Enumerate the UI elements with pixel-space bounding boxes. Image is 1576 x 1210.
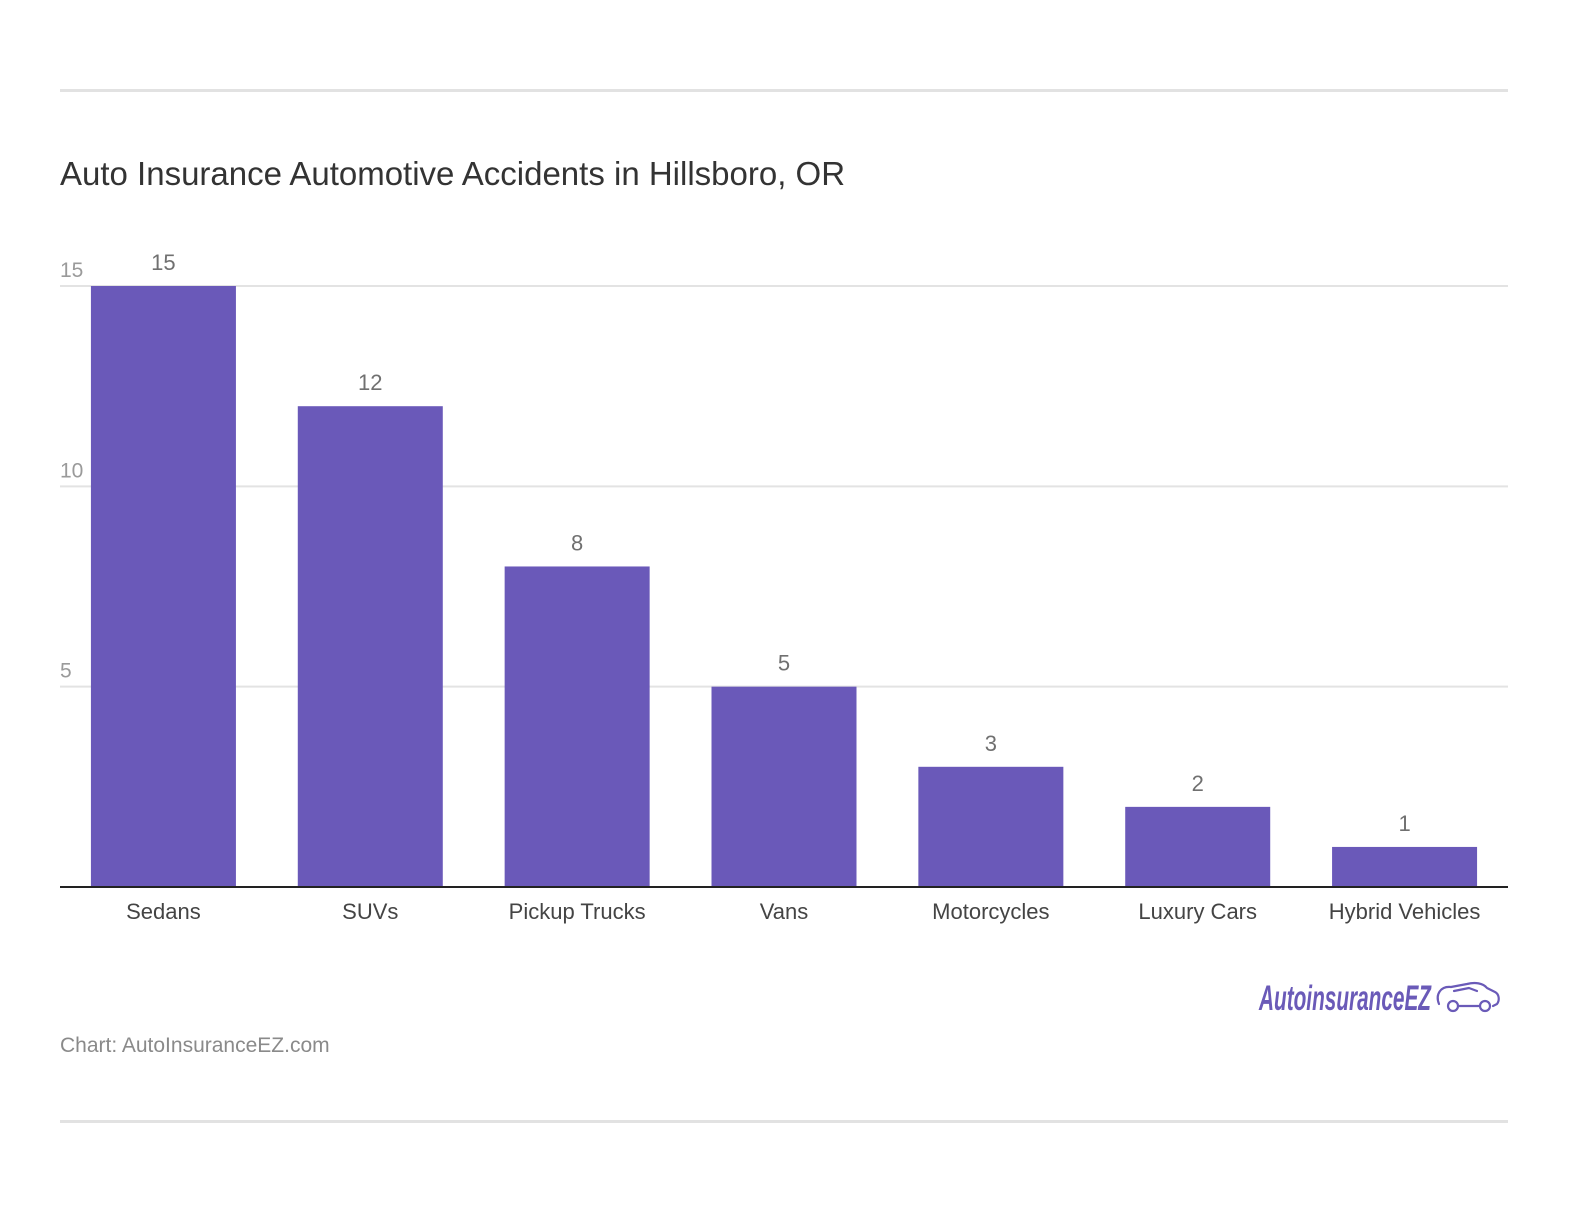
bottom-divider xyxy=(60,1120,1508,1123)
bar-hybrid-vehicles xyxy=(1332,846,1478,887)
bar-sedans xyxy=(90,286,236,887)
top-divider xyxy=(60,89,1508,92)
data-label: 2 xyxy=(1192,771,1204,796)
car-outline-icon xyxy=(1436,981,1500,1013)
data-label: 5 xyxy=(778,651,790,676)
bar-motorcycles xyxy=(918,766,1064,887)
x-tick-label: SUVs xyxy=(342,899,398,924)
logo-text: AutoinsuranceEZ xyxy=(1258,979,1432,1018)
y-tick-label: 10 xyxy=(60,459,83,482)
data-label: 15 xyxy=(151,250,175,275)
chart-title: Auto Insurance Automotive Accidents in H… xyxy=(60,155,846,192)
brand-logo: AutoinsuranceEZ xyxy=(1258,979,1500,1018)
data-label: 3 xyxy=(985,731,997,756)
bar-luxury-cars xyxy=(1125,806,1271,887)
x-tick-label: Sedans xyxy=(126,899,201,924)
y-tick-label: 5 xyxy=(60,660,72,683)
bar-vans xyxy=(711,686,857,887)
x-tick-label: Pickup Trucks xyxy=(509,899,646,924)
chart-credit: Chart: AutoInsuranceEZ.com xyxy=(60,1034,330,1057)
x-tick-label: Vans xyxy=(760,899,809,924)
x-tick-label: Luxury Cars xyxy=(1138,899,1257,924)
data-label: 12 xyxy=(358,370,382,395)
bar-pickup-trucks xyxy=(504,566,650,887)
x-tick-label: Motorcycles xyxy=(932,899,1049,924)
x-tick-label: Hybrid Vehicles xyxy=(1329,899,1481,924)
bar-suvs xyxy=(297,406,443,887)
y-tick-label: 15 xyxy=(60,259,83,282)
data-label: 1 xyxy=(1398,811,1410,836)
data-label: 8 xyxy=(571,530,583,555)
